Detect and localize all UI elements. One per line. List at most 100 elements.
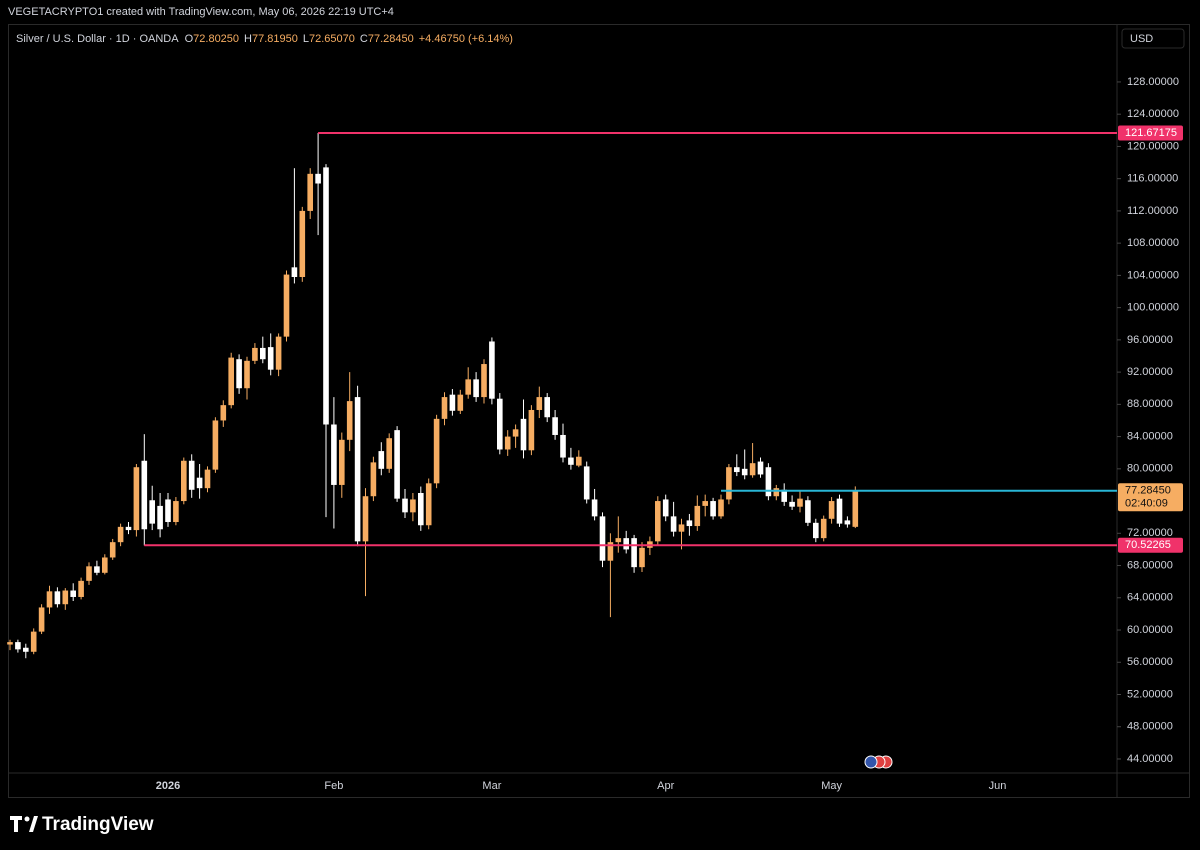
logo-mark <box>24 816 30 822</box>
candle-body <box>173 501 179 523</box>
attribution: VEGETACRYPTO1 created with TradingView.c… <box>8 6 394 18</box>
candle-body <box>109 542 116 558</box>
candle-body <box>734 467 740 473</box>
x-tick-label: Apr <box>657 780 674 792</box>
symbol: Silver / U.S. Dollar · 1D · OANDA <box>16 33 179 45</box>
candle-body <box>473 379 479 398</box>
price-label: 70.52265 <box>1125 539 1171 551</box>
candle-body <box>457 394 464 411</box>
price-label-box <box>1118 125 1183 141</box>
candle-body <box>662 499 669 517</box>
candle-body <box>489 341 495 399</box>
price-label-box <box>1118 537 1183 553</box>
candle-body <box>425 483 432 526</box>
candle-body <box>331 424 337 485</box>
candle-body <box>599 516 606 561</box>
candle-body <box>78 580 84 597</box>
currency[interactable]: USD <box>1130 33 1153 45</box>
candle-body <box>362 496 369 542</box>
candle-body <box>46 591 53 608</box>
y-tick-label: 104.00000 <box>1127 269 1179 281</box>
candle-body <box>275 336 282 370</box>
candle-body <box>267 347 274 370</box>
ohlc-letter: O <box>185 33 194 45</box>
candle-body <box>165 499 171 523</box>
candle-body <box>196 477 203 489</box>
x-tick-label: Jun <box>989 780 1007 792</box>
candle-body <box>497 398 503 450</box>
candle-body <box>386 438 392 469</box>
candle-body <box>536 397 543 410</box>
candle-body <box>252 347 258 361</box>
candle-body <box>789 501 795 507</box>
y-tick-label: 72.00000 <box>1127 527 1173 539</box>
candle-body <box>15 642 21 650</box>
candle-body <box>568 457 574 465</box>
countdown: 02:40:09 <box>1125 498 1168 510</box>
candle-body <box>465 379 471 395</box>
candle-body <box>670 516 677 532</box>
candle-body <box>102 557 108 573</box>
candle-body <box>54 591 61 605</box>
candle-body <box>94 566 100 573</box>
candle-body <box>607 542 614 561</box>
candle-body <box>86 566 92 581</box>
ohlc-value: 72.80250 <box>193 33 239 45</box>
candle-body <box>212 420 219 470</box>
y-tick-label: 88.00000 <box>1127 398 1173 410</box>
y-tick-label: 92.00000 <box>1127 366 1173 378</box>
candle-body <box>615 538 622 543</box>
candle-body <box>236 359 242 389</box>
ohlc-value: 77.28450 <box>368 33 414 45</box>
candle-body <box>441 397 448 419</box>
candle-body <box>623 538 629 550</box>
candle-body <box>591 499 598 517</box>
candle-body <box>528 409 535 451</box>
y-tick-label: 52.00000 <box>1127 688 1173 700</box>
candle-body <box>346 401 353 440</box>
candle-body <box>576 456 582 466</box>
candle-body <box>260 347 266 360</box>
candle-body <box>7 642 13 645</box>
candle-body <box>315 173 321 184</box>
candle-body <box>710 501 716 517</box>
candle-body <box>718 499 724 517</box>
candle-body <box>797 498 803 507</box>
y-tick-label: 116.00000 <box>1127 173 1178 185</box>
candle-body <box>852 490 859 527</box>
candle-body <box>378 451 385 469</box>
candle-body <box>504 436 511 450</box>
candle-body <box>639 547 645 568</box>
event-icon[interactable] <box>864 755 878 769</box>
candle-body <box>157 505 163 530</box>
candle-body <box>694 505 701 527</box>
candle-body <box>70 590 76 597</box>
candle-body <box>828 501 835 519</box>
currency-box[interactable] <box>1121 28 1185 49</box>
candle-body <box>339 439 345 485</box>
y-tick-label: 96.00000 <box>1127 334 1173 346</box>
event-icons[interactable] <box>864 755 893 769</box>
logo-mark <box>29 816 38 832</box>
ohlc-letter: H <box>244 33 252 45</box>
candle-body <box>781 489 787 502</box>
candle-body <box>30 631 37 652</box>
candle-body <box>323 167 329 425</box>
ohlc-letter: C <box>360 33 368 45</box>
candle-body <box>686 520 693 527</box>
candle-body <box>149 500 155 524</box>
candle-body <box>631 538 637 568</box>
candle-body <box>117 526 124 543</box>
candle-body <box>23 647 29 652</box>
x-tick-label: May <box>821 780 842 792</box>
candle-body <box>552 417 558 435</box>
candle-body <box>125 526 132 531</box>
candle-body <box>844 520 851 525</box>
candle-body <box>181 460 187 502</box>
candle-body <box>410 499 416 513</box>
x-tick-label: 2026 <box>156 780 180 792</box>
candle-body <box>141 460 148 530</box>
candle-body <box>544 397 550 418</box>
